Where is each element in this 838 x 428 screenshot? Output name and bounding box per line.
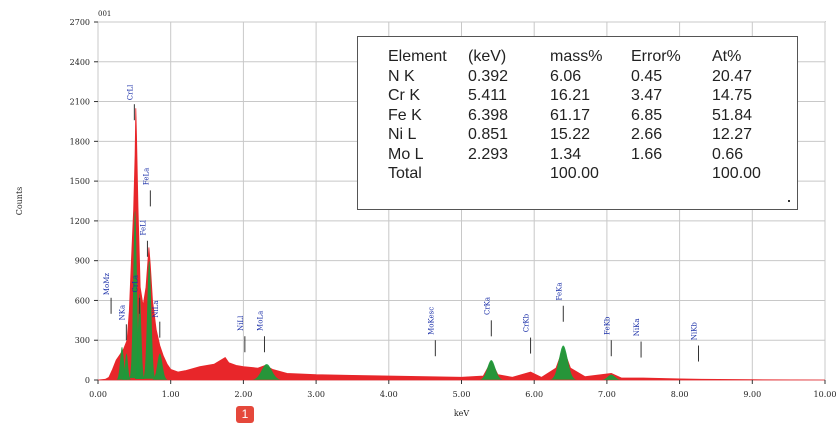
- chart-title: 001: [98, 10, 111, 18]
- table-cell: 0.392: [468, 67, 509, 85]
- table-cell: 6.06: [550, 67, 582, 85]
- x-axis-label: keV: [454, 409, 470, 418]
- table-cell: [631, 164, 712, 184]
- x-tick-label: 2.00: [234, 390, 252, 399]
- peak-label: FeLa: [142, 168, 150, 185]
- x-tick-label: 5.00: [453, 390, 471, 399]
- peak-label: CrLl: [126, 84, 134, 100]
- table-cell: 16.21: [550, 87, 591, 104]
- table-cell: Mo L: [388, 145, 424, 163]
- table-header-cell: Error%: [631, 48, 681, 65]
- fitted-peak: [251, 364, 282, 380]
- table-cell: 2.66: [631, 126, 663, 143]
- table-header-cell: At%: [712, 48, 742, 65]
- peak-label: CrKb: [523, 313, 531, 332]
- y-tick-label: 1200: [70, 217, 90, 226]
- table-cell: 5.411: [468, 87, 507, 104]
- peak-label: MoLa: [256, 311, 264, 331]
- table-cell: 3.47: [631, 87, 663, 104]
- fitted-peak: [122, 353, 131, 380]
- fitted-peak: [550, 345, 577, 380]
- table-cell: [468, 164, 550, 184]
- table-corner-dot: [788, 200, 790, 202]
- y-tick-label: 0: [85, 376, 90, 385]
- peak-label: NKa: [118, 305, 126, 321]
- y-tick-label: 900: [75, 257, 90, 266]
- composition-table-box: Element (keV) mass% Error% At% N K 0.392…: [357, 36, 798, 210]
- x-tick-label: 6.00: [525, 390, 543, 399]
- peak-label: NiKa: [633, 318, 641, 336]
- fitted-peak: [134, 293, 145, 379]
- fitted-peak: [152, 353, 168, 380]
- y-tick-label: 600: [75, 296, 90, 305]
- table-cell: 12.27: [712, 126, 753, 143]
- y-tick-label: 1500: [70, 177, 90, 186]
- x-tick-label: 7.00: [598, 390, 616, 399]
- table-row: Ni L 0.851 15.22 2.66 12.27: [388, 125, 782, 145]
- table-cell: 1.34: [550, 145, 582, 163]
- peak-label: CrLa: [131, 275, 139, 293]
- table-row-total: Total 100.00 100.00: [388, 164, 782, 184]
- peak-label: NiLa: [152, 300, 160, 317]
- table-cell: 20.47: [712, 67, 753, 85]
- table-row: N K 0.392 6.06 0.45 20.47: [388, 67, 782, 87]
- peak-label: MoKesc: [427, 307, 435, 335]
- table-header-cell: Element: [388, 48, 447, 65]
- table-cell: 100.00: [712, 165, 761, 182]
- table-cell: 0.45: [631, 67, 663, 85]
- table-cell: Ni L: [388, 126, 417, 143]
- x-tick-label: 1.00: [162, 390, 180, 399]
- table-cell: 15.22: [550, 126, 591, 143]
- table-header-row: Element (keV) mass% Error% At%: [388, 47, 782, 67]
- table-cell: 51.84: [712, 106, 753, 124]
- table-cell: 0.851: [468, 126, 509, 143]
- peak-label: CrKa: [483, 297, 491, 315]
- x-tick-label: 0.00: [89, 390, 107, 399]
- peak-label: FeKb: [603, 316, 611, 335]
- x-tick-label: 10.00: [814, 390, 837, 399]
- y-tick-label: 2700: [70, 18, 90, 27]
- table-cell: 6.85: [631, 106, 663, 124]
- table-header-cell: mass%: [550, 48, 603, 65]
- table-header-cell: (keV): [468, 48, 507, 65]
- x-tick-label: 9.00: [743, 390, 761, 399]
- peak-label: FeLl: [139, 219, 147, 235]
- y-tick-label: 1800: [70, 137, 90, 146]
- peak-label: NiKb: [691, 322, 699, 341]
- table-cell: 100.00: [550, 165, 599, 182]
- annotation-badge[interactable]: 1: [236, 406, 254, 423]
- table-row: Cr K 5.411 16.21 3.47 14.75: [388, 86, 782, 106]
- table-cell: Cr K: [388, 87, 420, 104]
- table-cell: 6.398: [468, 106, 509, 124]
- fitted-peak: [479, 360, 504, 380]
- table-row: Mo L 2.293 1.34 1.66 0.66: [388, 145, 782, 165]
- y-tick-label: 2100: [70, 98, 90, 107]
- composition-table: Element (keV) mass% Error% At% N K 0.392…: [388, 47, 782, 184]
- y-tick-label: 300: [75, 336, 90, 345]
- table-cell: 0.66: [712, 145, 744, 163]
- y-tick-label: 2400: [70, 58, 90, 67]
- x-tick-label: 3.00: [307, 390, 325, 399]
- table-row: Fe K 6.398 61.17 6.85 51.84: [388, 106, 782, 126]
- table-cell: 14.75: [712, 87, 753, 104]
- table-cell: 61.17: [550, 106, 591, 124]
- x-tick-label: 4.00: [380, 390, 398, 399]
- x-tick-label: 8.00: [671, 390, 689, 399]
- peak-label: FeKa: [555, 282, 563, 300]
- table-cell: 2.293: [468, 145, 509, 163]
- fitted-peak: [600, 374, 623, 380]
- table-cell: Fe K: [388, 106, 422, 124]
- table-cell: Total: [388, 165, 422, 182]
- fitted-peak: [143, 260, 156, 379]
- table-cell: 1.66: [631, 145, 663, 163]
- table-cell: N K: [388, 67, 415, 85]
- peak-label: NiLl: [237, 315, 245, 331]
- y-axis-label: Counts: [15, 187, 24, 216]
- peak-label: MoMz: [103, 273, 111, 296]
